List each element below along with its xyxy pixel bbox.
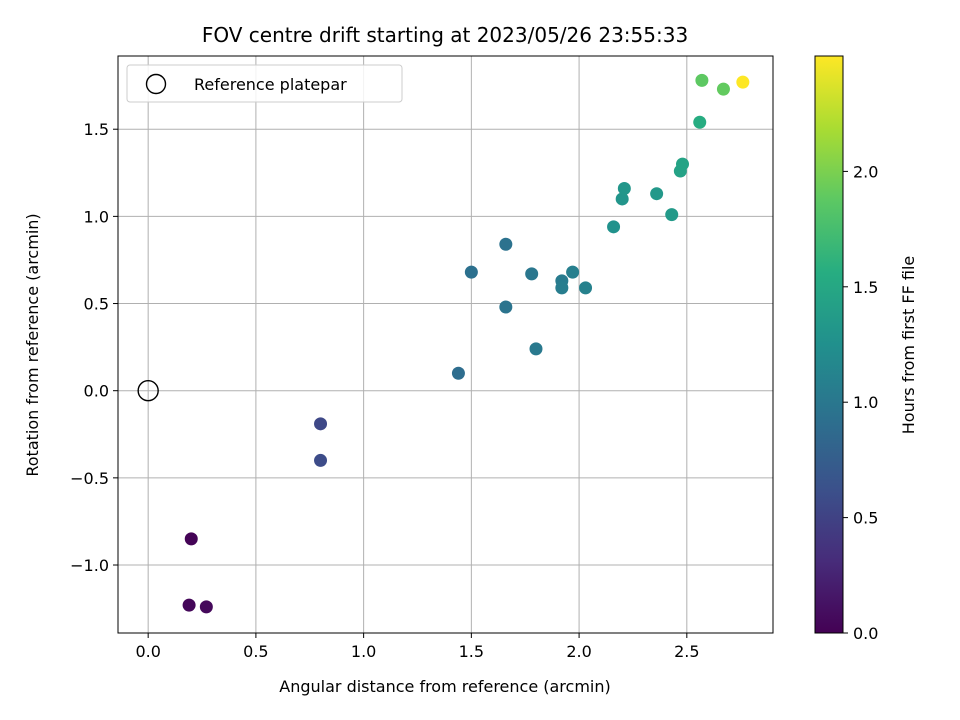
x-axis-ticks: 0.0 0.5 1.0 1.5 2.0 2.5 — [135, 633, 700, 661]
data-point — [607, 220, 621, 234]
y-tick-label: 1.5 — [84, 120, 109, 139]
y-axis-ticks: −1.0 −0.5 0.0 0.5 1.0 1.5 — [70, 120, 118, 575]
y-tick-label: 0.5 — [84, 295, 109, 314]
data-point — [499, 237, 513, 251]
colorbar-ticks: 0.0 0.5 1.0 1.5 2.0 — [843, 162, 878, 643]
data-point — [650, 187, 664, 201]
colorbar — [814, 55, 844, 634]
colorbar-tick-label: 1.0 — [853, 393, 878, 412]
y-axis-label: Rotation from reference (arcmin) — [23, 213, 42, 476]
colorbar-tick-label: 0.0 — [853, 624, 878, 643]
data-point — [529, 342, 543, 356]
data-point — [665, 208, 679, 222]
data-point — [184, 532, 198, 546]
chart-title: FOV centre drift starting at 2023/05/26 … — [202, 23, 688, 47]
x-tick-label: 2.0 — [566, 642, 591, 661]
data-point — [736, 75, 750, 89]
data-point — [464, 265, 478, 279]
data-point — [451, 366, 465, 380]
y-tick-label: 0.0 — [84, 382, 109, 401]
colorbar-tick-label: 2.0 — [853, 162, 878, 181]
data-point — [199, 600, 213, 614]
data-point — [617, 181, 631, 195]
data-point — [555, 281, 569, 295]
x-tick-label: 1.0 — [351, 642, 376, 661]
grid — [118, 56, 773, 633]
colorbar-label: Hours from first FF file — [899, 256, 918, 435]
scatter-points — [182, 73, 750, 614]
colorbar-tick-label: 0.5 — [853, 509, 878, 528]
data-point — [693, 115, 707, 129]
data-point — [695, 73, 709, 87]
x-tick-label: 0.5 — [243, 642, 268, 661]
legend: Reference platepar — [126, 64, 403, 103]
reference-marker-layer — [137, 379, 159, 402]
data-point — [314, 453, 328, 467]
legend-box — [126, 64, 403, 103]
x-tick-label: 2.5 — [674, 642, 699, 661]
colorbar-tick-label: 1.5 — [853, 278, 878, 297]
x-tick-label: 0.0 — [135, 642, 160, 661]
x-axis-label: Angular distance from reference (arcmin) — [279, 677, 610, 696]
data-point — [579, 281, 593, 295]
y-tick-label: −0.5 — [70, 469, 109, 488]
data-point — [499, 300, 513, 314]
data-point — [525, 267, 539, 281]
reference-platepar-marker — [137, 379, 159, 402]
legend-marker-icon — [145, 73, 167, 95]
data-point — [676, 157, 690, 171]
data-point — [716, 82, 730, 96]
plot-frame — [117, 55, 774, 634]
data-point — [314, 417, 328, 431]
data-point — [566, 265, 580, 279]
data-point — [182, 598, 196, 612]
data-point — [615, 192, 629, 206]
y-tick-label: −1.0 — [70, 556, 109, 575]
y-tick-label: 1.0 — [84, 207, 109, 226]
x-tick-label: 1.5 — [459, 642, 484, 661]
legend-label: Reference platepar — [194, 75, 347, 94]
